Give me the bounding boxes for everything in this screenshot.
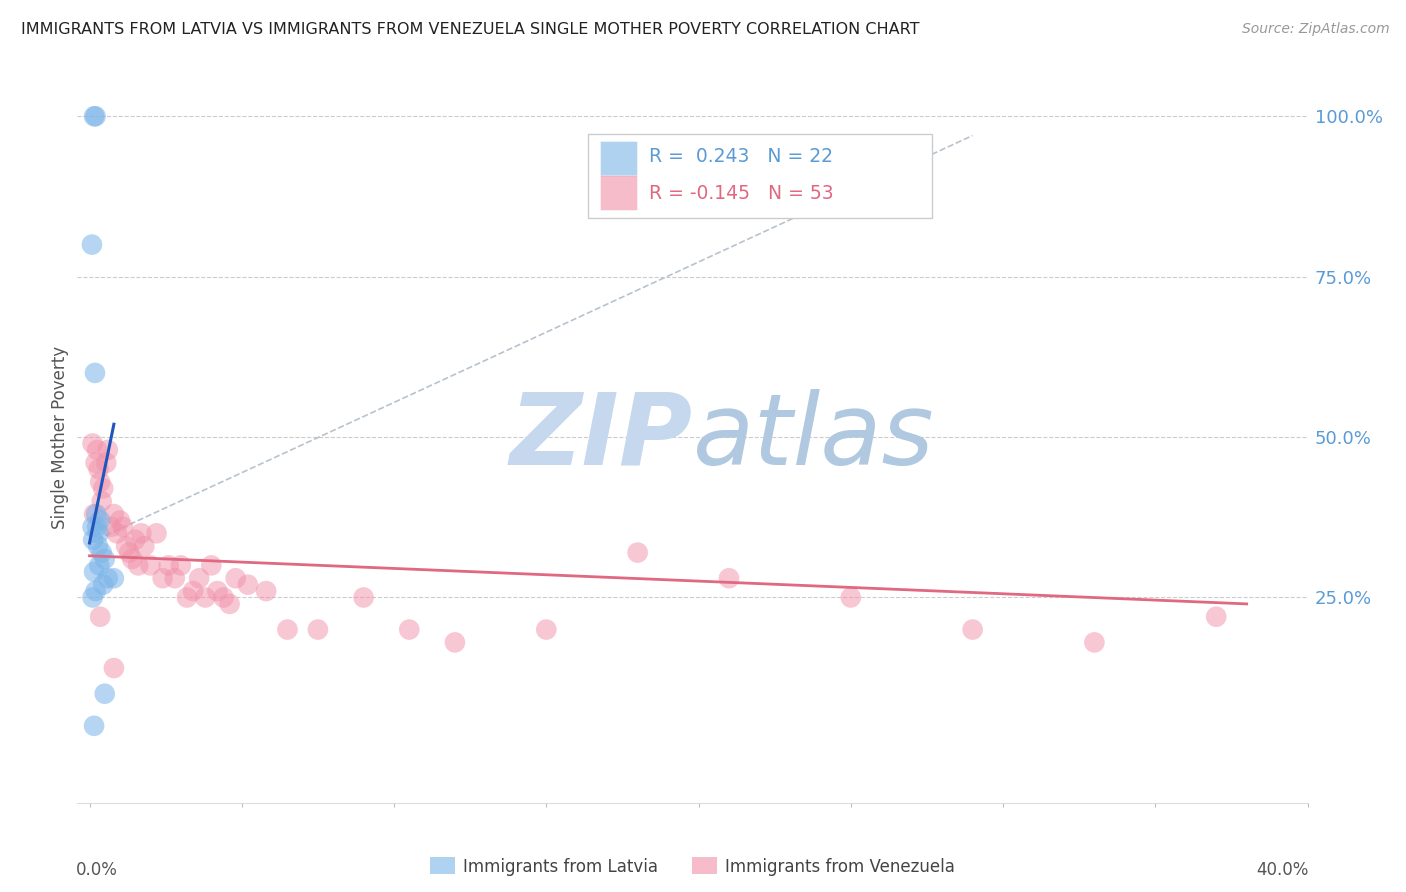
Point — [82, 533, 104, 547]
Point — [83, 109, 105, 123]
Point — [276, 623, 298, 637]
Point — [84, 507, 107, 521]
Point — [307, 623, 329, 637]
Point — [83, 565, 105, 579]
Point — [353, 591, 375, 605]
Point — [962, 623, 984, 637]
Text: 40.0%: 40.0% — [1257, 862, 1309, 880]
Text: R =  0.243   N = 22: R = 0.243 N = 22 — [650, 147, 834, 167]
Point — [111, 520, 134, 534]
Point — [103, 661, 125, 675]
Point — [1083, 635, 1105, 649]
Legend: Immigrants from Latvia, Immigrants from Venezuela: Immigrants from Latvia, Immigrants from … — [423, 851, 962, 882]
Text: IMMIGRANTS FROM LATVIA VS IMMIGRANTS FROM VENEZUELA SINGLE MOTHER POVERTY CORREL: IMMIGRANTS FROM LATVIA VS IMMIGRANTS FRO… — [21, 22, 920, 37]
Point — [96, 456, 118, 470]
Point — [188, 571, 211, 585]
Point — [82, 591, 104, 605]
Point — [89, 609, 111, 624]
Point — [86, 520, 108, 534]
Point — [83, 719, 105, 733]
Point — [103, 507, 125, 521]
Point — [194, 591, 217, 605]
Point — [103, 571, 125, 585]
Point — [93, 552, 115, 566]
Point — [84, 109, 107, 123]
Point — [84, 584, 107, 599]
FancyBboxPatch shape — [600, 175, 637, 211]
Point — [254, 584, 277, 599]
FancyBboxPatch shape — [600, 141, 637, 176]
Point — [97, 442, 120, 457]
Point — [91, 482, 114, 496]
Point — [1205, 609, 1227, 624]
Text: R = -0.145   N = 53: R = -0.145 N = 53 — [650, 184, 834, 203]
Point — [89, 514, 111, 528]
Point — [157, 558, 180, 573]
Point — [536, 623, 558, 637]
Point — [86, 442, 108, 457]
Point — [212, 591, 235, 605]
Point — [90, 494, 112, 508]
Point — [129, 526, 152, 541]
Point — [627, 545, 650, 559]
Point — [152, 571, 174, 585]
Point — [225, 571, 247, 585]
Point — [87, 526, 110, 541]
Point — [121, 552, 143, 566]
Point — [91, 577, 114, 591]
Point — [100, 520, 122, 534]
Point — [717, 571, 740, 585]
Text: Source: ZipAtlas.com: Source: ZipAtlas.com — [1241, 22, 1389, 37]
Point — [89, 475, 111, 489]
FancyBboxPatch shape — [588, 134, 932, 218]
Point — [134, 539, 156, 553]
Point — [170, 558, 193, 573]
Y-axis label: Single Mother Poverty: Single Mother Poverty — [51, 345, 69, 529]
Point — [218, 597, 240, 611]
Point — [236, 577, 259, 591]
Point — [93, 687, 115, 701]
Point — [207, 584, 229, 599]
Point — [127, 558, 149, 573]
Point — [89, 558, 111, 573]
Point — [444, 635, 467, 649]
Point — [176, 591, 198, 605]
Point — [84, 456, 107, 470]
Point — [82, 520, 104, 534]
Point — [398, 623, 420, 637]
Point — [80, 237, 103, 252]
Point — [200, 558, 222, 573]
Point — [90, 545, 112, 559]
Point — [105, 526, 128, 541]
Point — [124, 533, 146, 547]
Text: atlas: atlas — [693, 389, 934, 485]
Point — [163, 571, 186, 585]
Point — [83, 507, 105, 521]
Point — [87, 539, 110, 553]
Point — [181, 584, 204, 599]
Point — [82, 436, 104, 450]
Point — [84, 366, 107, 380]
Point — [97, 571, 120, 585]
Text: 0.0%: 0.0% — [76, 862, 118, 880]
Text: ZIP: ZIP — [509, 389, 693, 485]
Point — [108, 514, 131, 528]
Point — [839, 591, 862, 605]
Point — [87, 462, 110, 476]
Point — [145, 526, 167, 541]
Point — [118, 545, 141, 559]
Point — [115, 539, 138, 553]
Point — [139, 558, 162, 573]
